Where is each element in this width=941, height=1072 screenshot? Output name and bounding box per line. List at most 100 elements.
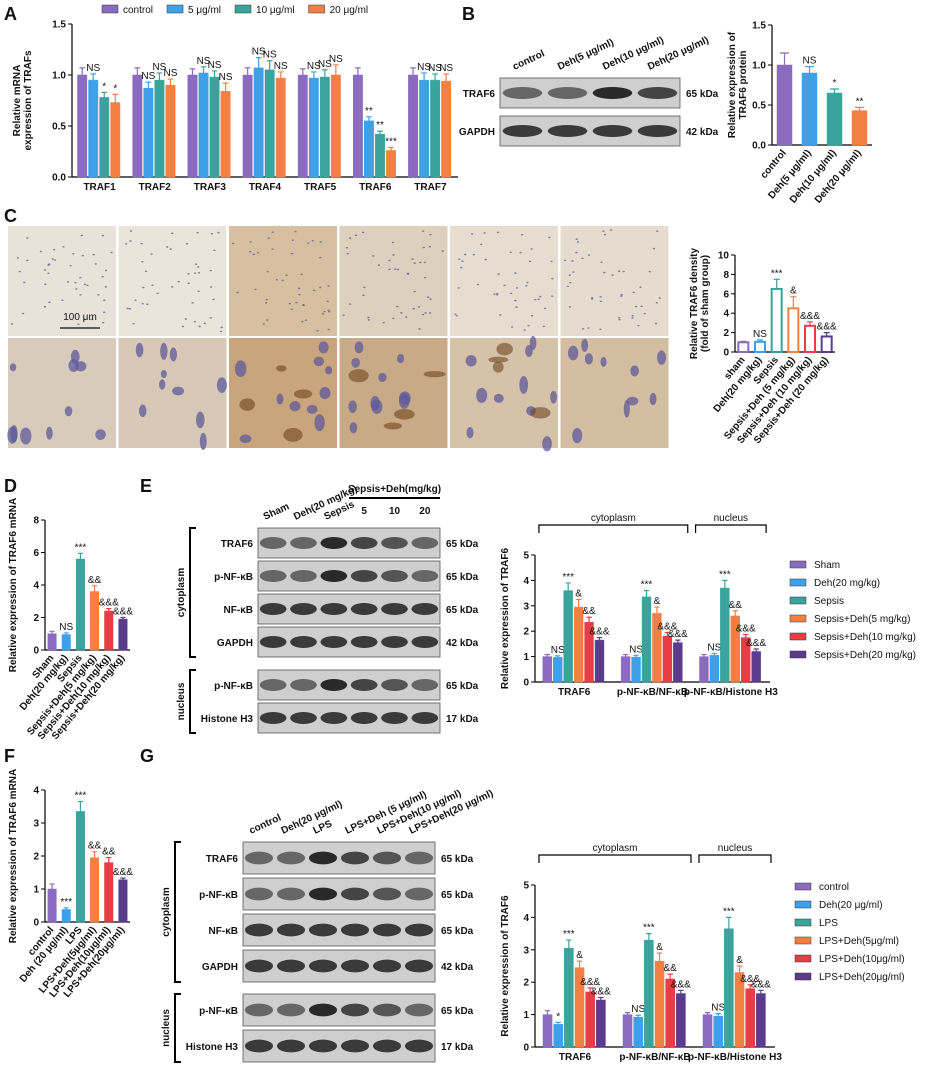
y-tick-label: 0 [523,678,529,689]
significance-label: &&& [589,627,609,638]
cell-nucleus [16,257,20,259]
cell-nucleus [609,229,613,231]
cell-nucleus [539,295,542,298]
cell-nucleus [26,259,29,262]
cell-nucleus [632,291,635,294]
stain [348,369,369,383]
group-label: nucleus [718,843,752,854]
cell-nucleus [345,246,349,249]
x-tick-label: TRAF2 [139,182,172,193]
micrograph [450,226,558,336]
cell-nucleus [363,286,366,289]
error-bar [758,989,764,994]
error-bar [807,321,813,326]
cell-nucleus [648,270,651,273]
y-tick-label: 1 [523,1010,529,1021]
blot-band [381,636,408,648]
blot-band [308,1039,338,1053]
blot-row [242,913,436,947]
legend-swatch [794,918,812,927]
row-size: 42 kDa [446,638,479,649]
cell-nucleus [209,317,213,319]
lane-label: Deh(20 μg/ml) [280,799,345,837]
significance-label: & [575,588,582,599]
significance-label: NS [318,59,332,70]
row-size: 65 kDa [441,854,474,865]
stain [394,408,415,420]
y-tick-label: 1.5 [52,20,66,31]
group-label: nucleus [714,513,748,524]
blot-band [592,125,633,137]
cell-nucleus [80,234,84,237]
legend-swatch [789,596,807,605]
cell-nucleus [312,289,316,292]
cell-nucleus [104,286,107,288]
cell-nucleus [499,314,502,316]
error-bar [726,916,732,929]
blot-band [259,603,287,615]
cell-nucleus [551,277,554,280]
cell-nucleus [515,306,518,308]
cell-nucleus [126,307,129,310]
y-axis-label: Relative expression of TRAF6 mRNA [8,498,19,673]
cell-nucleus [103,299,106,302]
cell-nucleus [290,252,294,255]
cell-nucleus [194,263,198,265]
blot-band [276,1003,306,1017]
cell-nucleus [177,280,180,283]
error-bar [624,1012,631,1015]
stain [492,361,504,373]
y-tick-label: 0.5 [52,122,66,133]
cell-nucleus [254,288,257,291]
blot-band [340,851,370,865]
micrograph [118,226,227,336]
y-tick-label: 8 [33,516,39,527]
cell-nucleus [220,326,223,329]
blot-band [290,570,317,582]
row-label: NF-κB [209,926,238,937]
significance-label: ** [365,106,373,117]
cell-nucleus [417,306,421,308]
row-size: 65 kDa [446,539,479,550]
cell-nucleus [319,241,322,243]
y-tick-label: 1 [523,652,529,663]
cell-nucleus [295,301,298,304]
cell-nucleus [423,261,427,264]
blot-band [350,679,378,691]
cell-nucleus [519,376,529,394]
blot-band [372,923,402,937]
cell-nucleus [600,356,607,368]
cell-nucleus [141,302,144,305]
cell-nucleus [465,355,477,367]
cell-nucleus [256,251,260,254]
cell-nucleus [61,299,64,302]
cell-nucleus [271,231,274,234]
cell-nucleus [530,314,534,317]
bar [776,64,793,146]
blot-band [259,679,287,691]
cell-nucleus [388,268,391,271]
significance-label: &&& [113,607,133,618]
section-label: nucleus [161,1009,172,1047]
cell-nucleus [587,254,591,256]
cell-nucleus [9,363,17,372]
blot-band [547,125,588,137]
row-size: 65 kDa [441,926,474,937]
error-bar [667,973,673,979]
cell-nucleus [231,242,235,245]
bar [198,72,209,178]
y-tick-label: 4 [523,913,529,924]
significance-label: *** [562,572,574,583]
cell-nucleus [94,263,97,265]
cell-nucleus [92,253,95,256]
error-bar [200,66,207,73]
bar [633,1016,643,1048]
cell-nucleus [515,287,519,289]
error-bar [101,91,108,98]
bar [408,74,418,178]
blot-band [372,959,402,973]
cell-nucleus [39,250,43,253]
legend-label: Sepsis [814,596,844,607]
cell-nucleus [47,264,50,266]
blot-band [290,712,317,724]
